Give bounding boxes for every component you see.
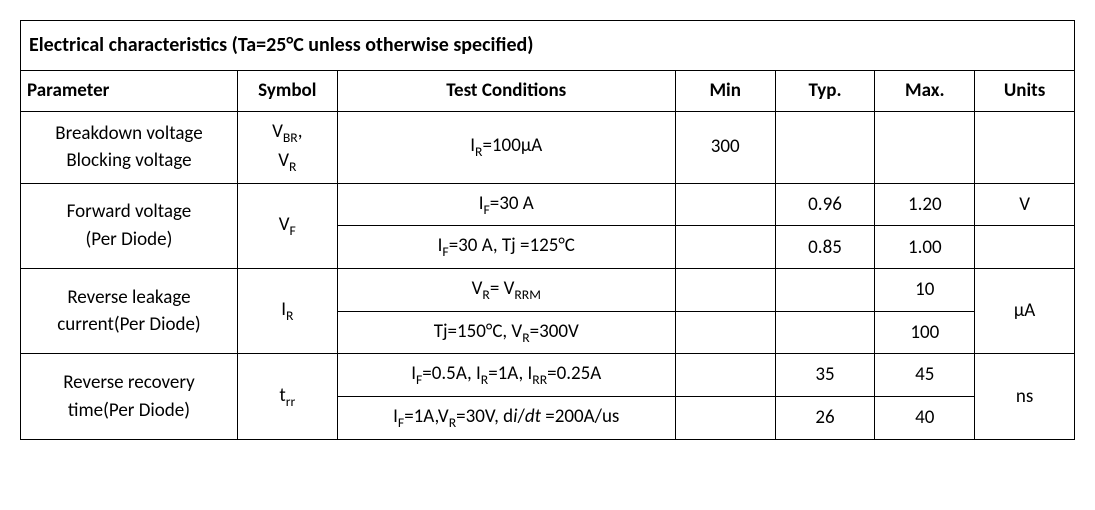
symbol-cell: trr (237, 354, 337, 439)
min-cell (675, 269, 775, 312)
table-title: Electrical characteristics (Ta=25°C unle… (21, 21, 1075, 71)
typ-cell (775, 311, 875, 354)
table-row: Reverse leakagecurrent(Per Diode) IR VR=… (21, 269, 1075, 312)
electrical-characteristics-table: Electrical characteristics (Ta=25°C unle… (20, 20, 1075, 440)
cond-cell: Tj=150°C, VR=300V (337, 311, 675, 354)
table-row: Forward voltage(Per Diode) VF IF=30 A 0.… (21, 183, 1075, 226)
min-cell (675, 226, 775, 269)
min-cell (675, 183, 775, 226)
col-parameter: Parameter (21, 71, 238, 112)
units-cell (975, 111, 1075, 183)
col-max: Max. (875, 71, 975, 112)
col-conditions: Test Conditions (337, 71, 675, 112)
max-cell: 10 (875, 269, 975, 312)
col-typ: Typ. (775, 71, 875, 112)
table-title-row: Electrical characteristics (Ta=25°C unle… (21, 21, 1075, 71)
max-cell: 1.00 (875, 226, 975, 269)
units-cell (975, 226, 1075, 269)
cond-cell: IF=0.5A, IR=1A, IRR=0.25A (337, 354, 675, 397)
param-cell: Reverse recoverytime(Per Diode) (21, 354, 238, 439)
units-cell: µA (975, 269, 1075, 354)
units-cell: ns (975, 354, 1075, 439)
min-cell (675, 397, 775, 440)
min-cell: 300 (675, 111, 775, 183)
typ-cell: 26 (775, 397, 875, 440)
min-cell (675, 354, 775, 397)
typ-cell: 0.96 (775, 183, 875, 226)
cond-cell: IF=30 A (337, 183, 675, 226)
typ-cell (775, 269, 875, 312)
cond-cell: IF=1A,VR=30V, di/dt =200A/us (337, 397, 675, 440)
typ-cell: 0.85 (775, 226, 875, 269)
max-cell: 1.20 (875, 183, 975, 226)
max-cell: 100 (875, 311, 975, 354)
max-cell: 45 (875, 354, 975, 397)
param-cell: Reverse leakagecurrent(Per Diode) (21, 269, 238, 354)
units-cell: V (975, 183, 1075, 226)
typ-cell: 35 (775, 354, 875, 397)
symbol-cell: VF (237, 183, 337, 268)
cond-cell: VR= VRRM (337, 269, 675, 312)
col-units: Units (975, 71, 1075, 112)
table-row: Breakdown voltageBlocking voltage VBR,VR… (21, 111, 1075, 183)
symbol-cell: IR (237, 269, 337, 354)
min-cell (675, 311, 775, 354)
max-cell (875, 111, 975, 183)
max-cell: 40 (875, 397, 975, 440)
param-cell: Breakdown voltageBlocking voltage (21, 111, 238, 183)
param-cell: Forward voltage(Per Diode) (21, 183, 238, 268)
symbol-cell: VBR,VR (237, 111, 337, 183)
col-min: Min (675, 71, 775, 112)
col-symbol: Symbol (237, 71, 337, 112)
table-header-row: Parameter Symbol Test Conditions Min Typ… (21, 71, 1075, 112)
typ-cell (775, 111, 875, 183)
cond-cell: IF=30 A, Tj =125°C (337, 226, 675, 269)
cond-cell: IR=100µA (337, 111, 675, 183)
table-row: Reverse recoverytime(Per Diode) trr IF=0… (21, 354, 1075, 397)
